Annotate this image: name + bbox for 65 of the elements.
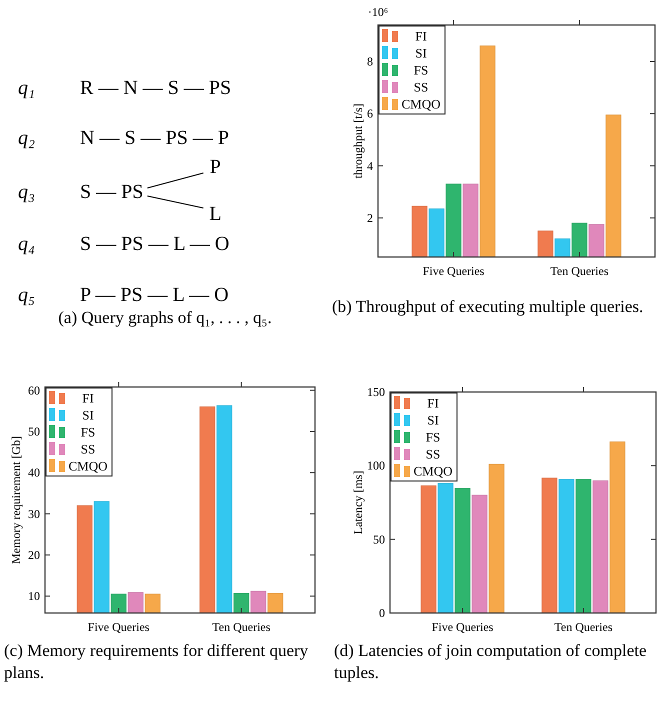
text: (d) Latencies of join computation of complete tuples. (334, 641, 647, 682)
y-tick-label: 4 (367, 158, 373, 173)
x-tick-label: Five Queries (88, 620, 150, 634)
text: (b) Throughput of executing multiple queries. (332, 297, 644, 316)
text: P (210, 156, 221, 178)
legend-label: CMQO (413, 464, 453, 478)
x-tick-label: Five Queries (432, 620, 494, 634)
text: S — PS — L — O (80, 233, 230, 255)
category-label: q₂ (18, 127, 35, 149)
legend-label: CMQO (68, 458, 108, 474)
legend-label: SS (426, 446, 440, 462)
legend-label: FI (415, 28, 427, 44)
category-label: q₁ (18, 77, 35, 99)
y-axis-title: Latency [ms] (351, 470, 365, 534)
text: P — PS — L — O (80, 284, 229, 306)
text: S — PS (80, 181, 144, 203)
text: R — N — S — PS (80, 77, 232, 99)
legend-label: SS (414, 80, 428, 94)
bar (472, 494, 488, 614)
legend-label: SI (427, 412, 439, 428)
y-axis-title: Memory requirement [Gb] (9, 436, 23, 564)
x-tick-label: Ten Queries (554, 620, 613, 634)
y-tick-label: 6 (367, 106, 373, 121)
legend-label: SS (80, 442, 96, 456)
y-tick-label: 40 (28, 466, 40, 480)
text: (c) Memory requirements for different query plans. (4, 641, 309, 682)
y-tick-label: 2 (367, 210, 373, 225)
bar (454, 488, 470, 614)
y-axis-title: throughput [t/s] (351, 104, 365, 178)
bar (558, 479, 574, 614)
y-tick-label: 8 (367, 54, 373, 68)
y-tick-label: 100 (367, 458, 385, 473)
legend-label: CMQO (401, 96, 441, 112)
bar (438, 483, 454, 614)
legend-label: FI (427, 396, 439, 410)
text: (a) Query graphs of q₁, . . . , q₅. (58, 308, 272, 327)
text: ·10⁶ (368, 5, 388, 19)
category-label: q₃ (18, 181, 35, 203)
bar (610, 442, 626, 614)
y-tick-label: 10 (28, 589, 40, 604)
text: N — S — PS — P (80, 127, 229, 149)
legend-label: SI (82, 408, 94, 422)
x-tick-label: Ten Queries (550, 264, 609, 278)
x-tick-label: Five Queries (422, 264, 485, 278)
category-label: q₄ (18, 233, 35, 255)
y-tick-label: 50 (28, 424, 40, 438)
y-tick-label: 20 (28, 548, 40, 562)
bar (420, 485, 436, 614)
y-tick-label: 30 (28, 506, 40, 521)
legend-label: FI (82, 390, 94, 406)
category-label: q₅ (18, 284, 35, 306)
y-tick-label: 0 (379, 606, 385, 620)
y-tick-label: 50 (373, 532, 385, 546)
legend-label: FS (414, 62, 428, 78)
bar (592, 480, 608, 614)
bar (542, 478, 558, 614)
y-tick-label: 150 (367, 385, 385, 399)
bar (576, 479, 592, 614)
text: L (209, 203, 222, 225)
legend-label: FS (80, 424, 96, 440)
y-tick-label: 60 (28, 383, 40, 398)
legend-label: SI (415, 46, 427, 60)
bar (488, 464, 504, 614)
legend-label: FS (426, 430, 440, 444)
x-tick-label: Ten Queries (212, 620, 271, 634)
